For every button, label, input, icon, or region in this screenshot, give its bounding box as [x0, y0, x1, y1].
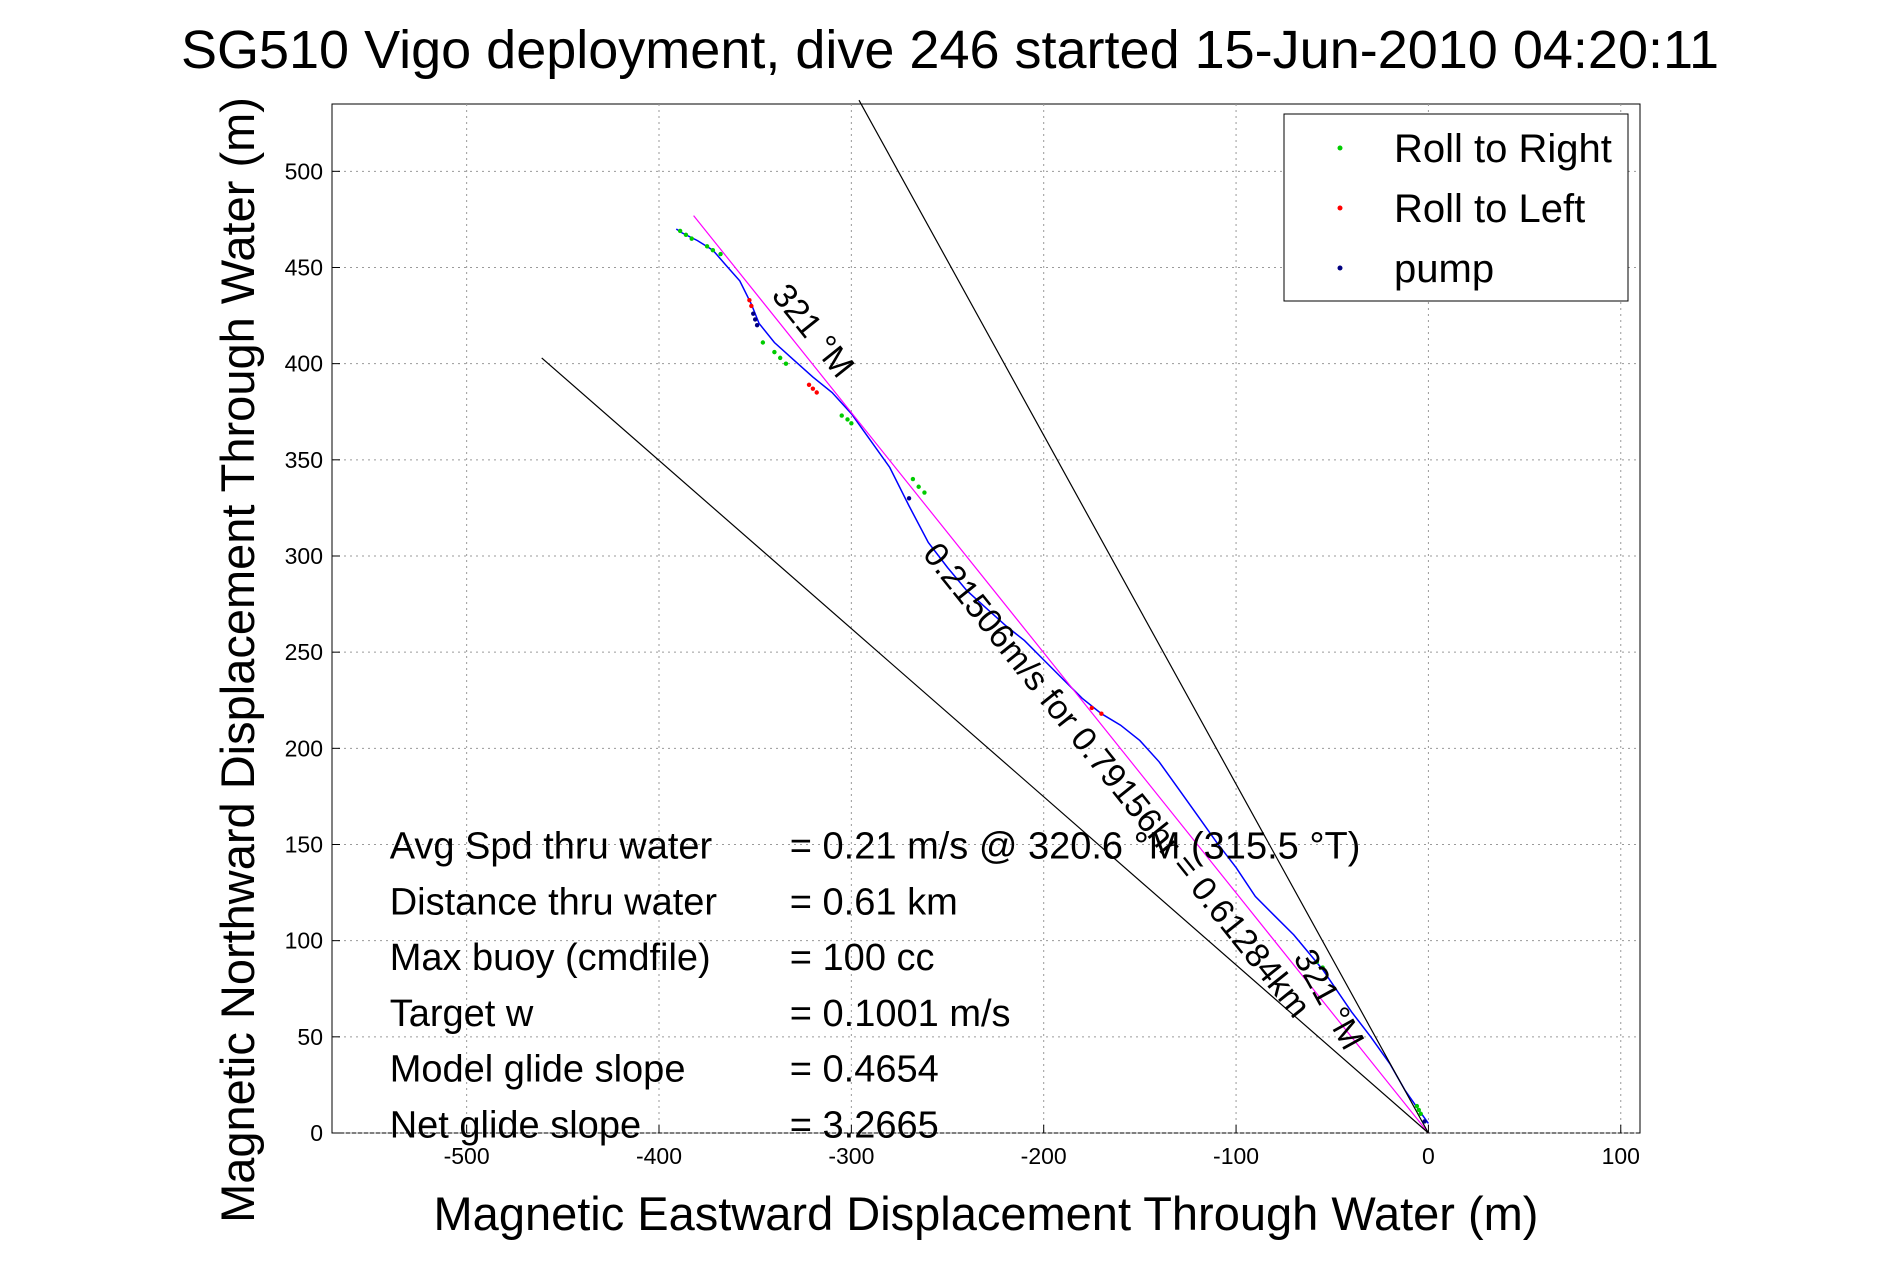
marker-roll-right [1416, 1107, 1421, 1113]
grid-layer [332, 104, 1640, 1134]
stat-value: = 0.1001 m/s [790, 993, 1011, 1035]
marker-roll-right [1320, 965, 1325, 970]
y-tick-label: 150 [285, 831, 323, 857]
marker-pump [1422, 1119, 1427, 1124]
stat-label: Max buoy (cmdfile) [390, 937, 711, 979]
legend-label: pump [1394, 247, 1494, 291]
y-tick-label: 50 [297, 1024, 323, 1050]
marker-roll-right [845, 417, 850, 422]
marker-roll-right [704, 244, 710, 249]
marker-roll-right [777, 355, 783, 361]
y-axis-ticks: 0 50 100 150 200 250 300 350 400 450 500 [285, 158, 340, 1146]
y-tick-label: 200 [285, 735, 323, 761]
stats-block: Avg Spd thru water = 0.21 m/s @ 320.6 °M … [390, 825, 1361, 1146]
x-tick-label: -400 [636, 1143, 682, 1169]
marker-roll-left [814, 390, 819, 395]
marker-roll-left [747, 297, 752, 303]
marker-roll-right [1414, 1103, 1420, 1109]
series-net-heading [693, 215, 1429, 1134]
y-axis-label: Magnetic Northward Displacement Through … [211, 97, 264, 1223]
stat-label: Avg Spd thru water [390, 825, 713, 867]
marker-roll-right [689, 236, 694, 241]
y-tick-label: 400 [285, 351, 323, 377]
series-track [675, 228, 1430, 1124]
marker-roll-right [783, 361, 789, 366]
legend-items: Roll to Right Roll to Left pump [1337, 127, 1612, 291]
marker-roll-right [760, 340, 766, 345]
marker-roll-right [910, 476, 916, 482]
x-tick-label: -500 [444, 1143, 490, 1169]
marker-roll-right [922, 490, 927, 495]
marker-roll-right [839, 413, 844, 418]
legend-marker [1337, 205, 1343, 211]
marker-roll-left [1089, 705, 1094, 711]
stat-value: = 0.61 km [790, 881, 958, 923]
marker-roll-right [683, 232, 689, 237]
legend-marker [1337, 145, 1343, 151]
stat-value: = 3.2665 [790, 1104, 939, 1146]
marker-roll-right [718, 251, 723, 257]
x-axis-label: Magnetic Eastward Displacement Through W… [434, 1187, 1539, 1240]
stat-label: Distance thru water [390, 881, 718, 923]
stat-value: = 0.4654 [790, 1049, 939, 1091]
marker-pump [752, 317, 758, 322]
stat-value: = 100 cc [790, 937, 935, 979]
series-layer [541, 99, 1430, 1134]
marker-roll-right [772, 349, 777, 355]
x-tick-label: -300 [828, 1143, 874, 1169]
marker-roll-right [677, 228, 683, 234]
stat-value: = 0.21 m/s @ 320.6 °M (315.5 °T) [790, 825, 1361, 867]
x-tick-label: -100 [1213, 1143, 1259, 1169]
y-tick-label: 350 [285, 447, 323, 473]
y-tick-label: 500 [285, 158, 323, 184]
legend-label: Roll to Left [1394, 187, 1585, 231]
stat-label: Target w [390, 993, 534, 1035]
stat-label: Net glide slope [390, 1104, 641, 1146]
legend-marker [1337, 265, 1343, 271]
marker-roll-right [710, 247, 716, 253]
legend-label: Roll to Right [1394, 127, 1612, 171]
x-tick-label: 0 [1422, 1143, 1435, 1169]
marker-roll-right [849, 421, 854, 426]
x-tick-label: -200 [1021, 1143, 1067, 1169]
chart-title: SG510 Vigo deployment, dive 246 started … [181, 20, 1719, 80]
marker-roll-right [1418, 1111, 1423, 1116]
x-tick-label: 100 [1602, 1143, 1640, 1169]
legend: Roll to Right Roll to Left pump [1283, 113, 1629, 302]
y-tick-label: 100 [285, 928, 323, 954]
marker-roll-right [916, 484, 921, 489]
y-tick-label: 300 [285, 543, 323, 569]
marker-pump [906, 496, 912, 501]
marker-roll-left [749, 303, 754, 309]
x-axis-ticks: -500 -400 -300 -200 -100 0 100 [444, 1125, 1640, 1169]
y-tick-label: 250 [285, 639, 323, 665]
marker-roll-left [806, 382, 812, 388]
marker-pump [751, 311, 756, 316]
marker-roll-left [810, 386, 816, 391]
series-heading-bound-2 [541, 357, 1429, 1134]
marker-pump [754, 322, 760, 328]
stat-label: Model glide slope [390, 1049, 686, 1091]
y-tick-label: 0 [310, 1120, 323, 1146]
series-heading-bound-1 [858, 99, 1429, 1134]
marker-roll-left [1099, 711, 1104, 716]
marker-roll-right [1314, 959, 1320, 965]
marker-layer [677, 228, 1427, 1124]
y-tick-label: 450 [285, 254, 323, 280]
